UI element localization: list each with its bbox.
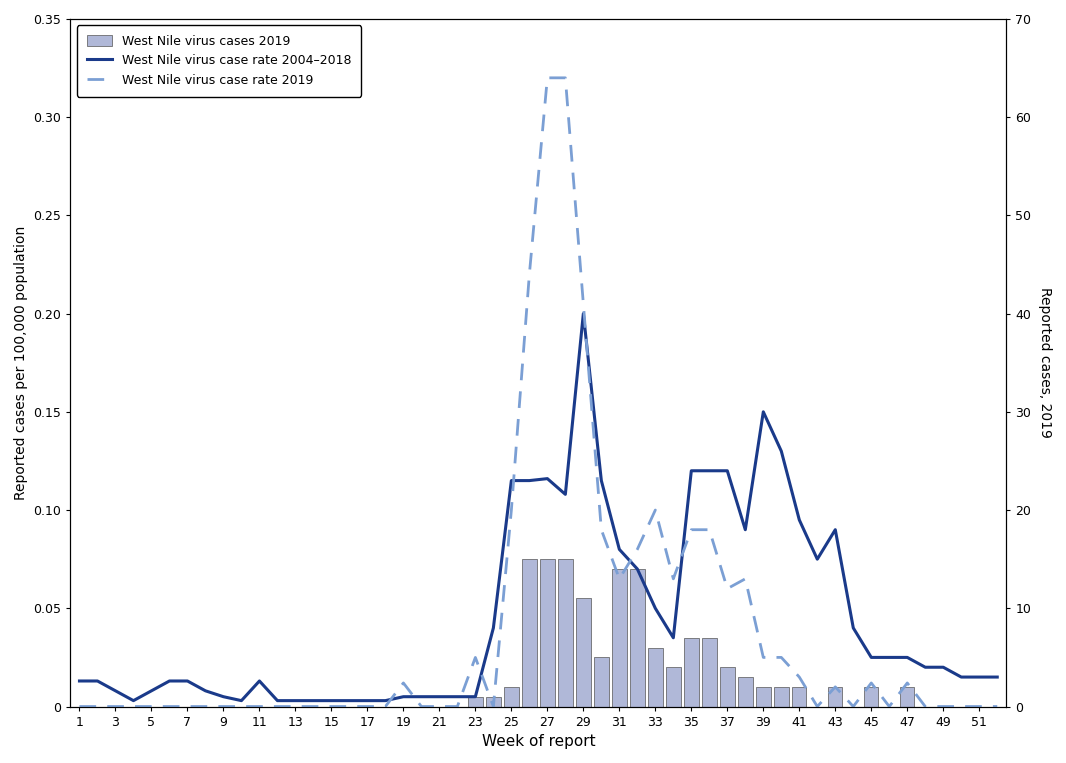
X-axis label: Week of report: Week of report <box>482 734 595 749</box>
Bar <box>684 638 698 707</box>
Bar <box>630 569 645 707</box>
Bar <box>774 687 789 707</box>
Bar <box>828 687 842 707</box>
Bar <box>540 559 554 707</box>
Bar <box>900 687 915 707</box>
Bar <box>792 687 807 707</box>
Y-axis label: Reported cases per 100,000 population: Reported cases per 100,000 population <box>14 226 28 500</box>
Bar <box>738 677 753 707</box>
Bar <box>468 697 483 707</box>
Y-axis label: Reported cases, 2019: Reported cases, 2019 <box>1038 288 1052 438</box>
Bar <box>702 638 716 707</box>
Bar <box>559 559 572 707</box>
Bar <box>612 569 627 707</box>
Legend: West Nile virus cases 2019, West Nile virus case rate 2004–2018, West Nile virus: West Nile virus cases 2019, West Nile vi… <box>77 25 361 97</box>
Bar <box>648 648 663 707</box>
Bar <box>522 559 536 707</box>
Bar <box>721 667 734 707</box>
Bar <box>666 667 680 707</box>
Bar <box>576 598 591 707</box>
Bar <box>504 687 518 707</box>
Bar <box>756 687 771 707</box>
Bar <box>594 658 609 707</box>
Bar <box>486 697 501 707</box>
Bar <box>865 687 878 707</box>
